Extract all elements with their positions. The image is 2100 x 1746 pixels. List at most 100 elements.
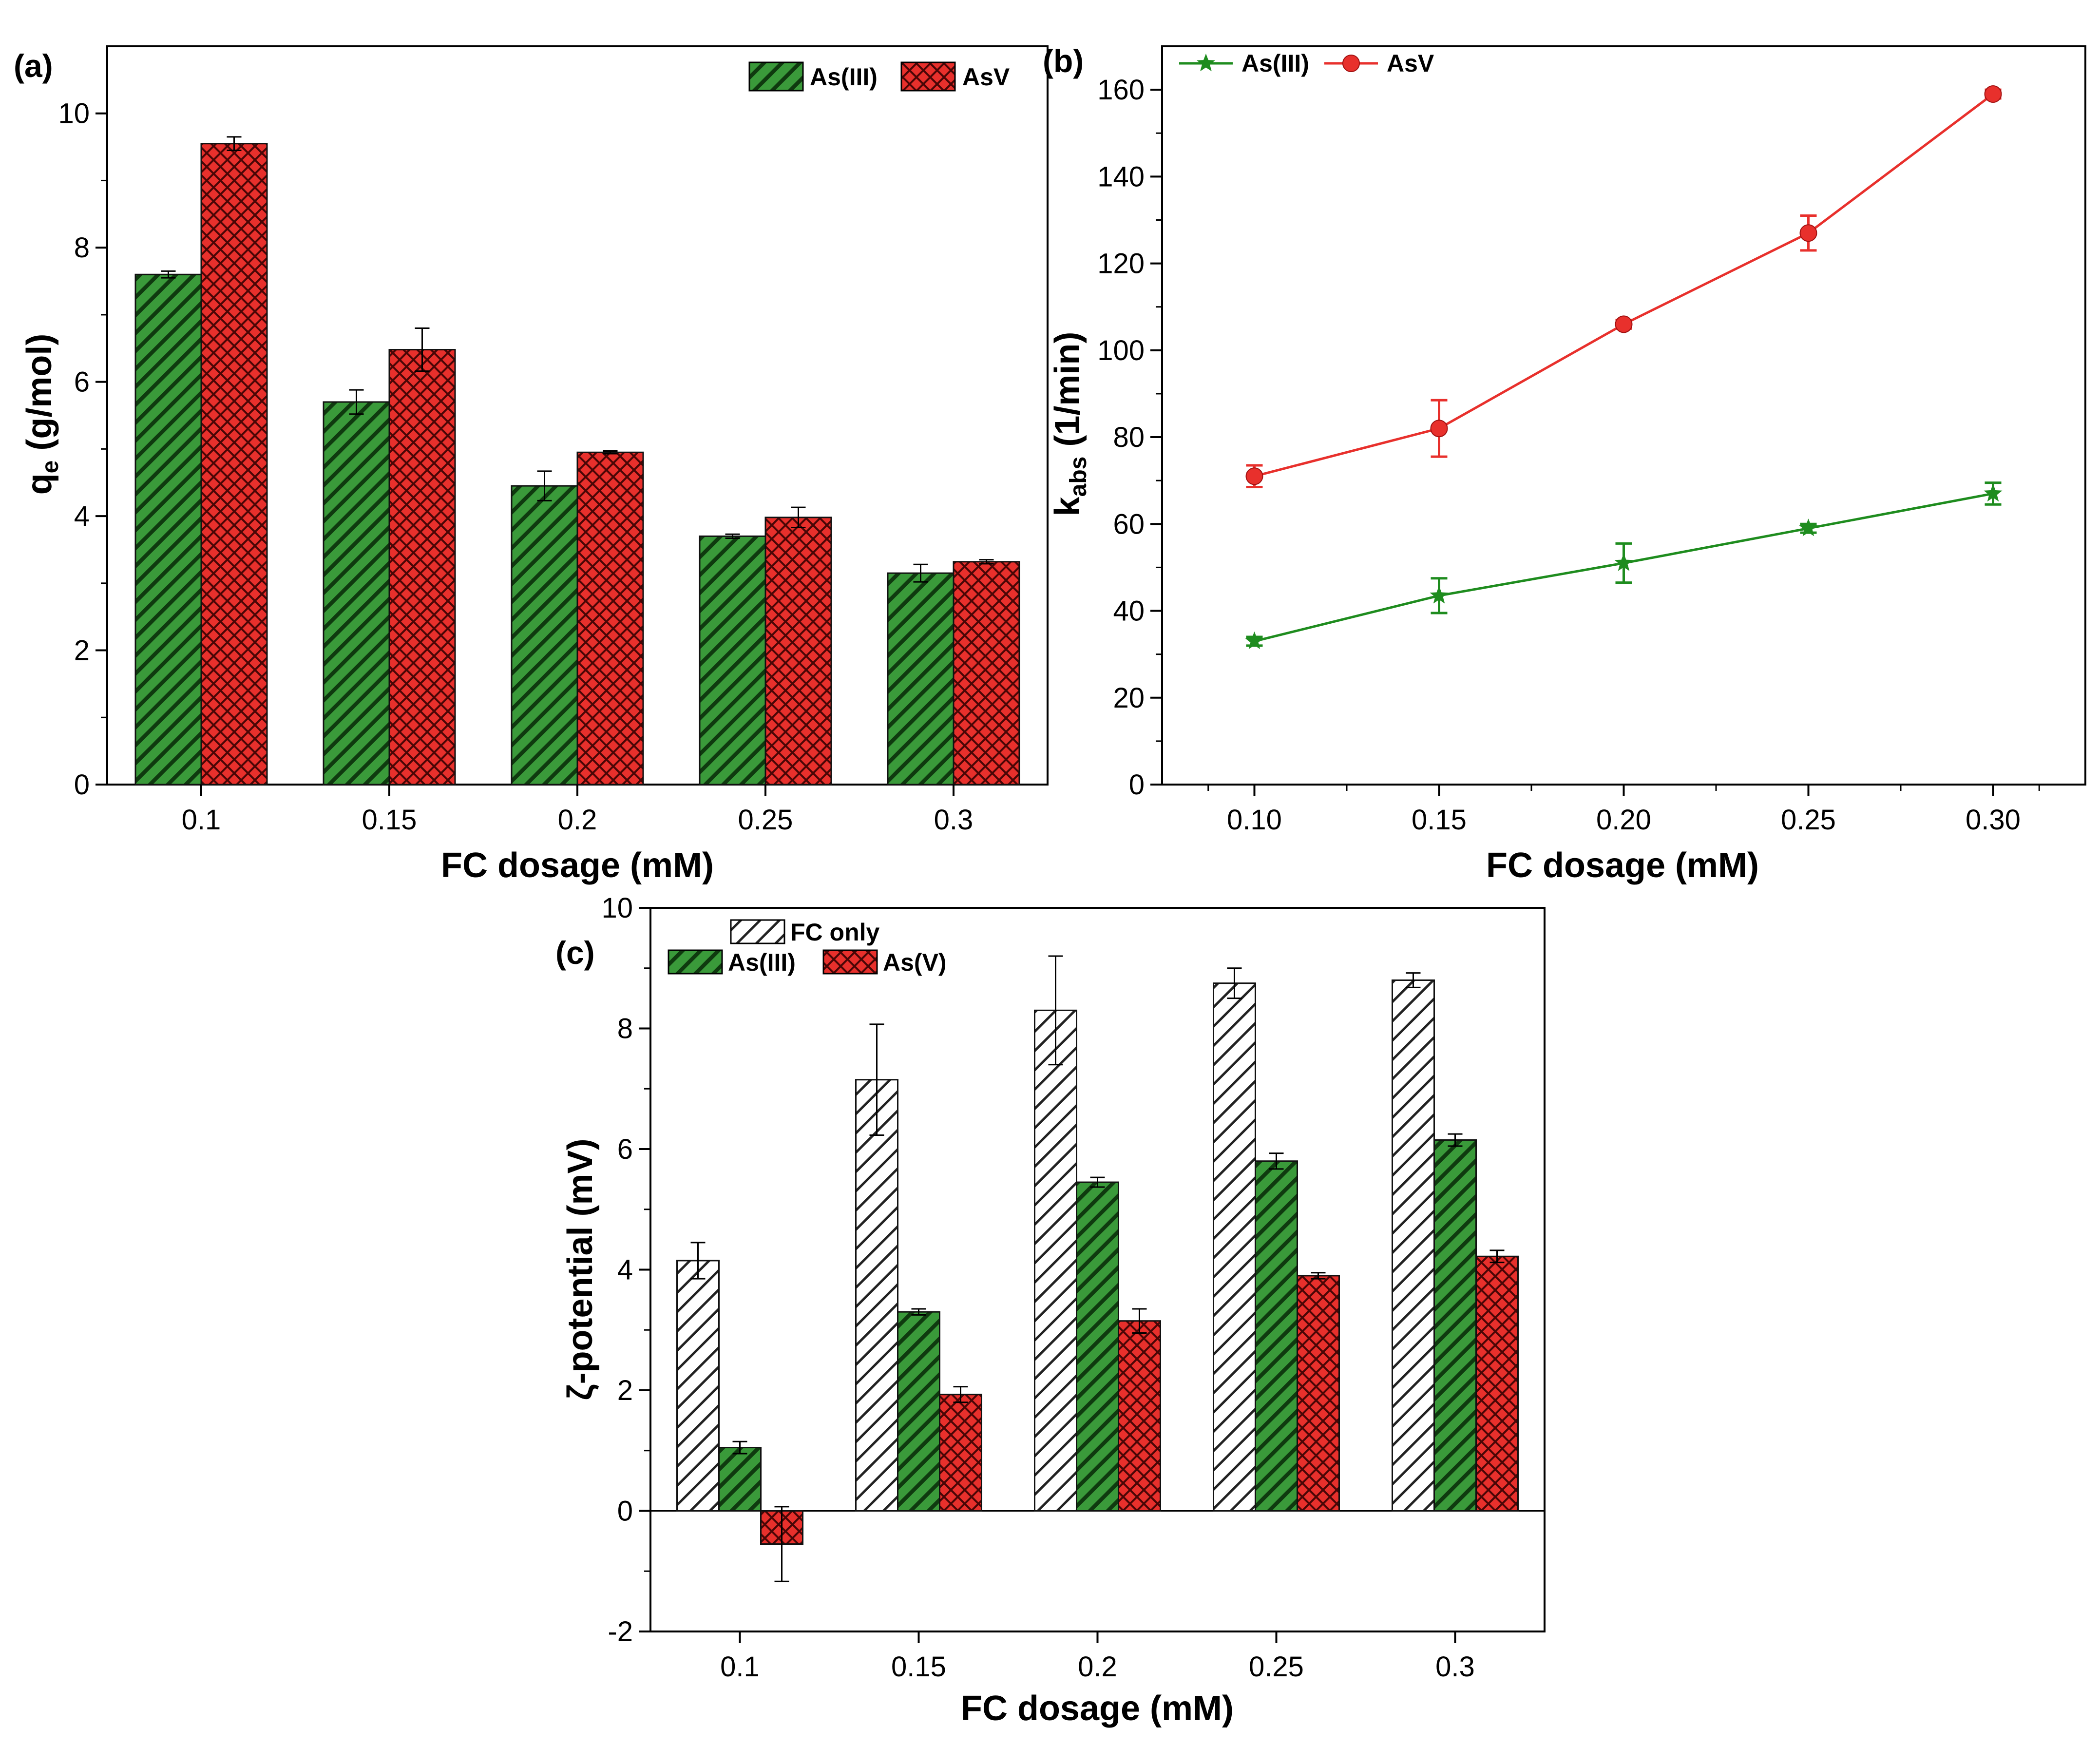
panel-a-bar-as-iii xyxy=(511,485,578,786)
panel-a-bar-asv xyxy=(200,143,268,786)
panel-b-axes: 0 20 40 60 80 100 120 140 160 xyxy=(1097,74,1162,801)
panel-a-x-ticks: 0.1 0.15 0.2 0.25 0.3 xyxy=(182,785,974,836)
panel-c-legend: FC only As(III) As(V) xyxy=(668,919,947,976)
panel-b-y-axis-label-main: k xyxy=(1048,496,1087,516)
legend-swatch-asv xyxy=(900,61,956,92)
panel-b-x-tick-label: 0.20 xyxy=(1596,804,1651,836)
panel-b-point-asv xyxy=(1984,85,2002,103)
panel-b-y-axis-label: kabs (1/min) xyxy=(1048,332,1091,517)
panel-c-x-tick-label: 0.25 xyxy=(1249,1651,1304,1683)
panel-a-bar-asv xyxy=(764,517,832,786)
panel-c-x-ticks: 0.1 0.15 0.2 0.25 0.3 xyxy=(720,1631,1475,1683)
panel-a-x-tick-label: 0.15 xyxy=(362,804,417,836)
legend-marker-asv xyxy=(1342,55,1360,72)
panel-a-y-tick-label: 8 xyxy=(74,232,90,264)
panel-c-bar-as-v xyxy=(939,1394,982,1512)
panel-b-y-tick-label: 60 xyxy=(1113,508,1145,540)
panel-c-bar-fc-only xyxy=(1034,1009,1077,1512)
panel-b-y-tick-label: 160 xyxy=(1097,74,1145,106)
panel-b-point-asv xyxy=(1245,467,1263,485)
panel-c-bar-fc-only xyxy=(1392,979,1435,1512)
panel-c-bars xyxy=(676,955,1519,1582)
panel-c-bar-fc-only xyxy=(1213,982,1256,1512)
panel-c-y-tick-label: 8 xyxy=(617,1013,633,1045)
panel-a-y-tick-label: 10 xyxy=(58,98,90,130)
panel-a-y-tick-label: 6 xyxy=(74,366,90,398)
panel-b-point-as-iii xyxy=(1799,518,1818,537)
panel-b-x-axis-label: FC dosage (mM) xyxy=(1486,846,1759,885)
panel-a-y-tick-label: 4 xyxy=(74,500,90,532)
panel-b-point-asv xyxy=(1430,420,1448,438)
panel-b-line-asv xyxy=(1254,93,1994,478)
panel-a-x-tick-label: 0.1 xyxy=(182,804,221,836)
panel-c-y-tick-label: 0 xyxy=(617,1496,633,1527)
panel-b-x-tick-label: 0.15 xyxy=(1412,804,1467,836)
panel-c-y-axis-label: ζ-potential (mV) xyxy=(561,1138,600,1400)
panel-a-y-axis-label: qe (g/mol) xyxy=(20,334,63,495)
panel-b-y-tick-label: 20 xyxy=(1113,682,1145,714)
panel-a-x-tick-label: 0.2 xyxy=(558,804,597,836)
legend-label-fc-only: FC only xyxy=(790,919,880,946)
panel-c-bar-as-v xyxy=(1118,1320,1161,1512)
panel-b-point-as-iii xyxy=(1430,586,1449,604)
panel-b-point-as-iii xyxy=(1245,631,1264,650)
panel-a-bar-chart: (a) 0 2 4 6 8 10 0.1 0.15 0.2 0.25 0.3 FC dosage … xyxy=(14,45,1049,885)
panel-c-bar-as-v xyxy=(1297,1275,1340,1512)
panel-b-point-as-iii xyxy=(1614,553,1633,571)
panel-a-label: (a) xyxy=(14,48,53,84)
panel-b-x-tick-label: 0.10 xyxy=(1227,804,1282,836)
panel-b-y-tick-label: 120 xyxy=(1097,248,1145,280)
panel-b-y-tick-label: 140 xyxy=(1097,161,1145,192)
panel-a-y-axis-label-main: q xyxy=(20,473,59,495)
panel-b-y-tick-label: 100 xyxy=(1097,335,1145,366)
legend-swatch-as-v xyxy=(822,949,878,975)
panel-a-y-axis-label-unit: (g/mol) xyxy=(20,334,59,460)
panel-c-bar-fc-only xyxy=(855,1079,898,1512)
panel-c-x-tick-label: 0.15 xyxy=(891,1651,946,1683)
panel-c-y-tick-label: 10 xyxy=(601,892,633,924)
panel-c-x-tick-label: 0.2 xyxy=(1078,1651,1117,1683)
panel-c-y-tick-label: 6 xyxy=(617,1133,633,1165)
panel-b-x-ticks: 0.10 0.15 0.20 0.25 0.30 xyxy=(1207,785,2040,836)
panel-b-label: (b) xyxy=(1043,43,1084,79)
panel-a-y-tick-label: 2 xyxy=(74,635,90,667)
panel-c-bar-chart: (c) -2 0 2 4 6 8 10 0.1 0.15 0.2 0.25 0.3 FC dosag… xyxy=(555,892,1546,1728)
panel-a-bars xyxy=(134,136,1020,786)
panel-c-bar-as-iii xyxy=(897,1311,940,1512)
panel-a-x-tick-label: 0.3 xyxy=(934,804,974,836)
legend-label-as-iii: As(III) xyxy=(810,63,878,91)
panel-a-x-axis-label: FC dosage (mM) xyxy=(441,846,714,885)
panel-c-y-tick-label: 4 xyxy=(617,1254,633,1286)
panel-b-point-asv xyxy=(1799,224,1817,242)
panel-c-bar-as-iii xyxy=(1076,1181,1119,1512)
legend-swatch-fc-only xyxy=(730,919,785,944)
panel-a-bar-asv xyxy=(953,561,1020,786)
legend-label-asv-b: AsV xyxy=(1387,50,1434,77)
panel-b-y-tick-label: 80 xyxy=(1113,422,1145,453)
panel-c-bar-fc-only xyxy=(676,1260,720,1512)
legend-label-as-iii-b: As(III) xyxy=(1241,50,1309,77)
panel-c-bar-as-v xyxy=(1475,1255,1519,1512)
panel-a-bar-asv xyxy=(388,349,456,786)
panel-c-bar-as-iii xyxy=(718,1447,762,1512)
panel-a-bar-as-iii xyxy=(699,535,766,786)
panel-b-lines xyxy=(1245,85,2003,650)
panel-b-point-as-iii xyxy=(1984,483,2003,502)
panel-a-y-tick-label: 0 xyxy=(74,769,90,801)
panel-a-axes: 0 2 4 6 8 10 xyxy=(58,98,107,801)
legend-swatch-as-iii xyxy=(748,61,804,92)
panel-a-y-axis-label-sub: e xyxy=(38,460,63,474)
legend-label-as-iii-c: As(III) xyxy=(728,949,796,976)
panel-b-legend: As(III) AsV xyxy=(1179,50,1434,77)
panel-a-x-tick-label: 0.25 xyxy=(738,804,793,836)
panel-c-x-tick-label: 0.1 xyxy=(720,1651,760,1683)
legend-marker-as-iii xyxy=(1197,54,1215,72)
panel-c-label: (c) xyxy=(555,935,595,971)
panel-a-bar-as-iii xyxy=(323,401,390,786)
panel-c-x-tick-label: 0.3 xyxy=(1435,1651,1475,1683)
panel-b-x-tick-label: 0.30 xyxy=(1966,804,2021,836)
panel-b-y-axis-label-sub: abs xyxy=(1066,457,1091,497)
panel-c-bar-as-iii xyxy=(1255,1160,1298,1512)
